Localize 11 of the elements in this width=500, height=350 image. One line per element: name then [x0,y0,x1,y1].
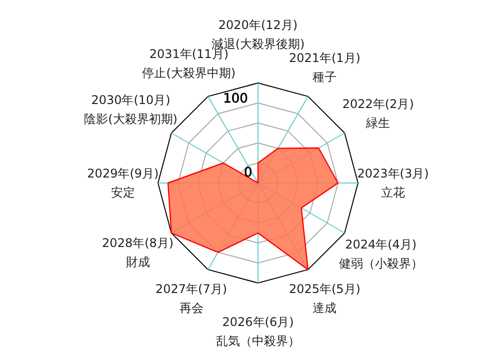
spoke-label: 2023年(3月) 立花 [357,166,429,200]
spoke-label: 2028年(8月) 財成 [102,236,174,269]
spoke-label: 2030年(10月) 陰影(大殺界初期) [84,93,178,126]
y-tick-label: 100 [223,92,248,107]
spoke-label: 2027年(7月) 再会 [156,282,228,316]
spoke-label: 2029年(9月) 安定 [87,166,159,200]
spoke-label: 2024年(4月) 健弱（小殺界） [338,237,423,270]
spoke-label: 2021年(1月) 種子 [288,50,360,84]
spoke-label: 2022年(2月) 緑生 [342,97,414,130]
spoke-label: 2025年(5月) 達成 [288,282,360,316]
spoke-label: 2026年(6月) 乱気（中殺界） [216,315,300,348]
